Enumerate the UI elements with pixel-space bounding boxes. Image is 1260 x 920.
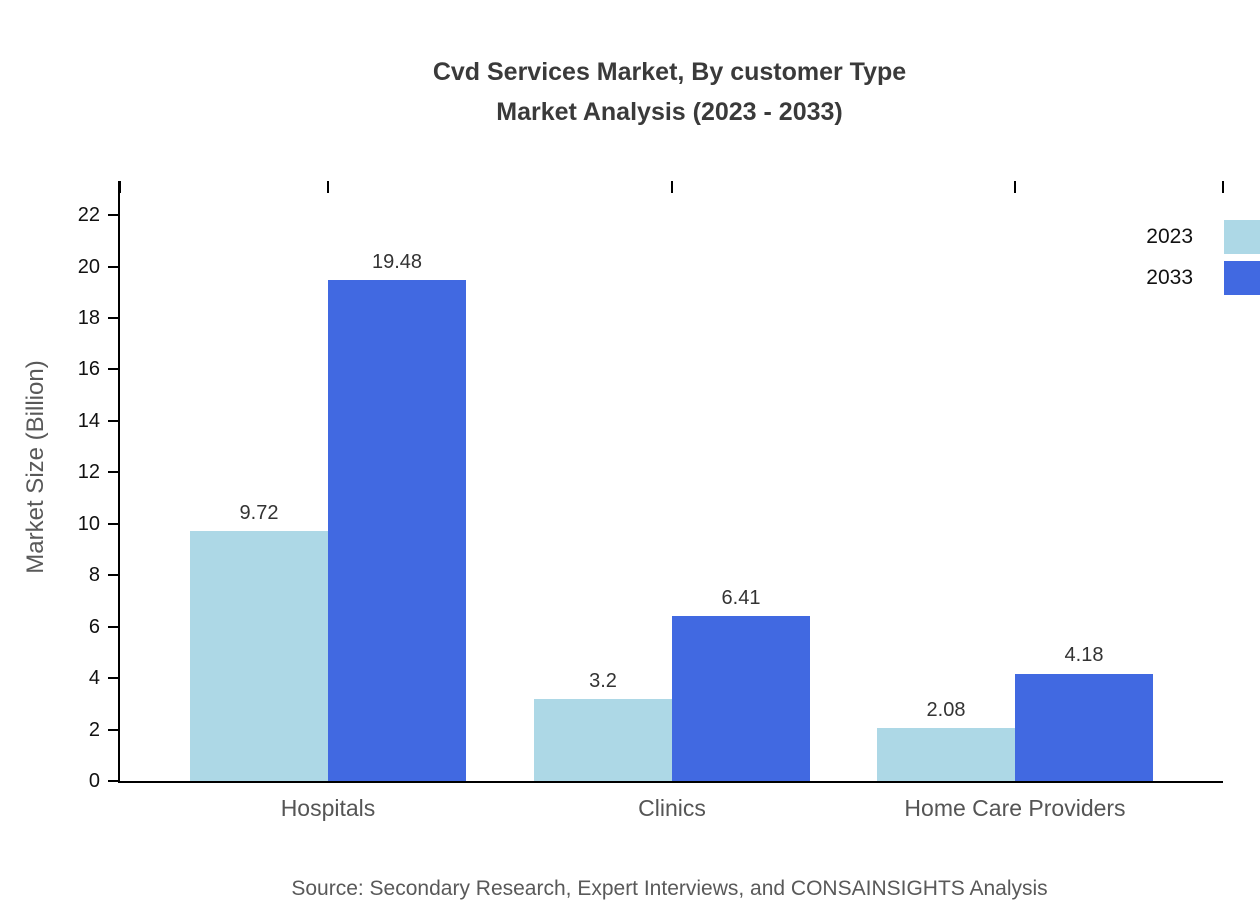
chart-title-line2: Market Analysis (2023 - 2033) (496, 98, 843, 126)
bar-value-label: 9.72 (239, 502, 279, 524)
y-tick-label: 0 (88, 770, 100, 792)
legend-swatch-2033 (1224, 261, 1260, 295)
bar-2033-home-care-providers (1015, 673, 1153, 781)
y-tick-label: 22 (77, 204, 100, 227)
y-tick-label: 18 (77, 307, 100, 330)
bar-2023-clinics (534, 698, 672, 781)
x-tick-mark (119, 181, 121, 193)
y-tick-mark (108, 625, 118, 628)
category-label-hospitals: Hospitals (280, 795, 376, 821)
bar-value-label: 3.2 (589, 669, 617, 692)
bar-2033-hospitals (328, 279, 466, 781)
source-text: Source: Secondary Research, Expert Inter… (291, 877, 1048, 900)
y-tick-mark (108, 317, 118, 320)
y-tick-label: 12 (77, 461, 100, 484)
plot-area: 0 2 4 6 8 10 12 14 16 18 20 22 9.72 19.48 Hospitals 3.2… (78, 181, 1224, 821)
y-tick-mark (108, 574, 118, 577)
y-tick-mark (108, 780, 118, 782)
legend: 2023 2033 (1100, 220, 1260, 302)
y-tick-mark (108, 471, 118, 474)
bar-2033-clinics (672, 616, 810, 781)
bar-2023-hospitals (190, 531, 328, 781)
y-tick-label: 4 (88, 667, 100, 690)
y-tick-mark (108, 368, 118, 371)
x-tick-mark (1014, 181, 1016, 193)
bar-value-label: 4.18 (1064, 644, 1104, 667)
legend-label-2033: 2033 (1146, 266, 1193, 289)
category-label-home-care-providers: Home Care Providers (904, 795, 1126, 821)
y-tick-mark (108, 419, 118, 422)
y-tick-mark (108, 265, 118, 268)
bar-value-label: 2.08 (926, 698, 966, 721)
y-tick-mark (108, 214, 118, 217)
category-label-clinics: Clinics (638, 795, 706, 821)
y-tick-label: 6 (88, 615, 100, 638)
bar-2023-home-care-providers (877, 727, 1015, 781)
y-tick-label: 2 (88, 718, 100, 741)
legend-item-2023: 2023 (1100, 220, 1260, 254)
chart-title-line1: Cvd Services Market, By customer Type (432, 58, 907, 86)
x-tick-mark (1222, 181, 1224, 193)
chart-title: Cvd Services Market, By customer Type Ma… (118, 52, 1221, 132)
y-tick-label: 8 (88, 564, 100, 587)
legend-item-2033: 2033 (1100, 261, 1260, 295)
y-tick-label: 20 (77, 255, 100, 278)
legend-swatch-2023 (1224, 220, 1260, 254)
y-tick-mark (108, 677, 118, 680)
y-tick-label: 10 (77, 512, 100, 535)
y-tick-mark (108, 728, 118, 731)
bar-value-label: 19.48 (371, 250, 423, 273)
bar-value-label: 6.41 (721, 587, 761, 610)
legend-label-2023: 2023 (1146, 225, 1193, 248)
y-tick-mark (108, 522, 118, 525)
y-tick-label: 16 (77, 358, 100, 381)
y-tick-label: 14 (77, 409, 100, 432)
x-tick-mark (327, 181, 329, 193)
x-tick-mark (671, 181, 673, 193)
